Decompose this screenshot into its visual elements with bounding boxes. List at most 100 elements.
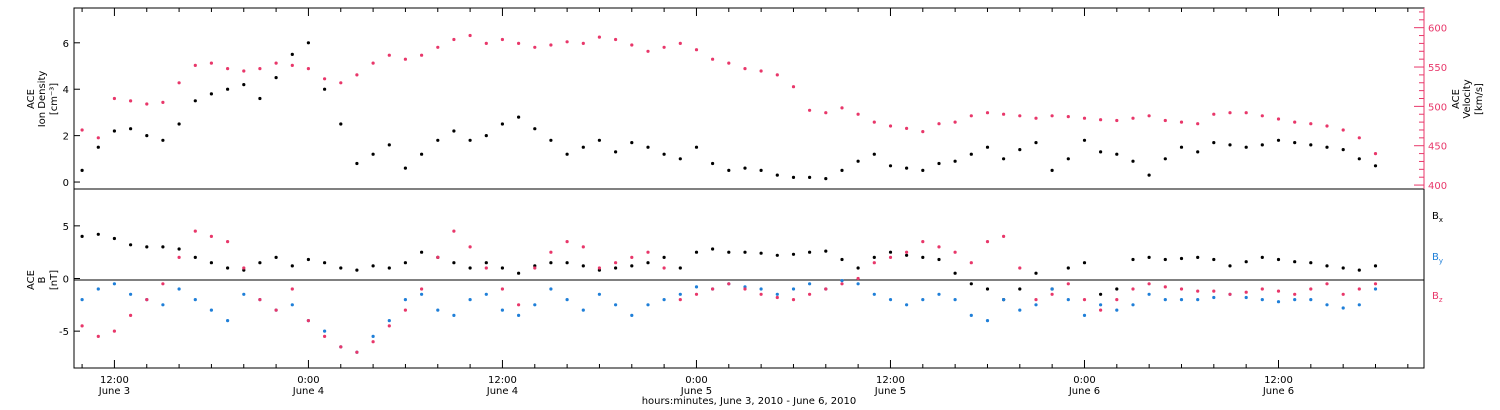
density-point bbox=[791, 175, 796, 179]
bx-point bbox=[112, 236, 116, 241]
density-point bbox=[112, 129, 116, 133]
bz-point bbox=[549, 250, 553, 254]
velocity-point bbox=[1196, 122, 1200, 126]
by-point bbox=[614, 303, 618, 307]
velocity-point bbox=[921, 130, 925, 134]
bz-point bbox=[1082, 298, 1087, 302]
velocity-point bbox=[1131, 116, 1135, 120]
bx-point bbox=[775, 253, 779, 257]
bz-point bbox=[840, 282, 844, 286]
density-point bbox=[1228, 143, 1232, 147]
velocity-point bbox=[985, 111, 990, 115]
bx-point bbox=[1276, 257, 1281, 262]
density-point bbox=[840, 168, 844, 172]
velocity-point bbox=[727, 61, 731, 65]
bx-point bbox=[646, 261, 650, 265]
bx-point bbox=[1212, 257, 1216, 262]
by-point bbox=[872, 292, 876, 296]
velocity-point bbox=[1357, 136, 1361, 140]
bottom-panel-frame bbox=[73, 188, 1425, 369]
by-point bbox=[1357, 303, 1361, 307]
bz-point bbox=[824, 287, 828, 291]
density-axis: 0 2 4 6 bbox=[63, 39, 80, 189]
bx-point bbox=[371, 264, 375, 268]
density-label-line1: ACE bbox=[26, 89, 37, 109]
bz-point bbox=[1293, 292, 1297, 296]
bz-point bbox=[177, 255, 181, 259]
by-point bbox=[1163, 298, 1167, 302]
density-point bbox=[1212, 141, 1216, 145]
bz-point bbox=[1115, 298, 1119, 302]
bx-point bbox=[1082, 261, 1087, 265]
by-point bbox=[420, 292, 424, 296]
bx-point bbox=[937, 257, 941, 262]
density-point bbox=[985, 145, 990, 149]
density-point bbox=[921, 168, 925, 172]
bz-point bbox=[161, 282, 165, 286]
bz-point bbox=[1244, 290, 1248, 294]
bz-point bbox=[323, 334, 327, 338]
velocity-tick-label: 400 bbox=[1428, 181, 1447, 192]
bz-point bbox=[1034, 298, 1038, 302]
bz-point bbox=[1099, 308, 1103, 312]
density-point bbox=[371, 152, 375, 156]
b-label-line3: [nT] bbox=[49, 270, 60, 290]
density-point bbox=[1066, 157, 1070, 161]
density-point bbox=[872, 152, 876, 156]
velocity-point bbox=[1276, 117, 1281, 121]
bz-point bbox=[646, 250, 650, 254]
by-point bbox=[371, 334, 375, 338]
density-point bbox=[1131, 159, 1135, 163]
density-point bbox=[452, 129, 456, 133]
by-point bbox=[840, 279, 844, 283]
bx-point bbox=[193, 255, 197, 259]
density-point bbox=[1341, 148, 1345, 152]
bx-point bbox=[694, 250, 699, 254]
velocity-tick-label: 500 bbox=[1428, 102, 1447, 113]
velocity-point bbox=[872, 120, 876, 124]
bz-point bbox=[759, 292, 763, 296]
density-point bbox=[581, 145, 585, 149]
velocity-point bbox=[1099, 118, 1103, 122]
bz-point bbox=[1131, 287, 1135, 291]
density-point bbox=[96, 145, 100, 149]
velocity-point bbox=[840, 106, 844, 110]
density-point bbox=[420, 152, 424, 156]
density-point bbox=[1260, 143, 1264, 147]
velocity-point bbox=[808, 108, 812, 112]
bx-point bbox=[500, 266, 504, 270]
bx-point bbox=[1034, 271, 1038, 275]
bx-point bbox=[226, 266, 230, 270]
velocity-point bbox=[1373, 152, 1378, 156]
bx-point bbox=[1325, 264, 1329, 268]
bx-point bbox=[323, 261, 327, 265]
bx-point bbox=[743, 250, 747, 254]
bx-point bbox=[1260, 255, 1264, 259]
by-point bbox=[1099, 303, 1103, 307]
bx-point bbox=[1196, 255, 1200, 259]
bz-point bbox=[1325, 282, 1329, 286]
density-point bbox=[1099, 150, 1103, 154]
density-point bbox=[1244, 145, 1248, 149]
bx-point bbox=[1341, 266, 1345, 270]
bz-point bbox=[597, 266, 602, 270]
bx-point bbox=[1293, 260, 1297, 264]
bx-point bbox=[1131, 257, 1135, 262]
velocity-point bbox=[1115, 118, 1119, 123]
density-point bbox=[1163, 157, 1167, 161]
bz-point bbox=[905, 250, 909, 254]
bx-point bbox=[452, 261, 456, 265]
bx-point bbox=[678, 266, 682, 270]
velocity-point bbox=[678, 41, 682, 46]
velocity-point bbox=[452, 37, 456, 42]
bx-point bbox=[727, 250, 731, 254]
bz-point bbox=[1309, 287, 1313, 291]
bz-point bbox=[436, 255, 440, 259]
bz-point bbox=[1050, 292, 1054, 296]
density-point bbox=[953, 159, 957, 163]
bz-point bbox=[565, 240, 569, 244]
by-point bbox=[1018, 308, 1022, 312]
by-point bbox=[953, 298, 957, 302]
velocity-point bbox=[517, 41, 521, 46]
